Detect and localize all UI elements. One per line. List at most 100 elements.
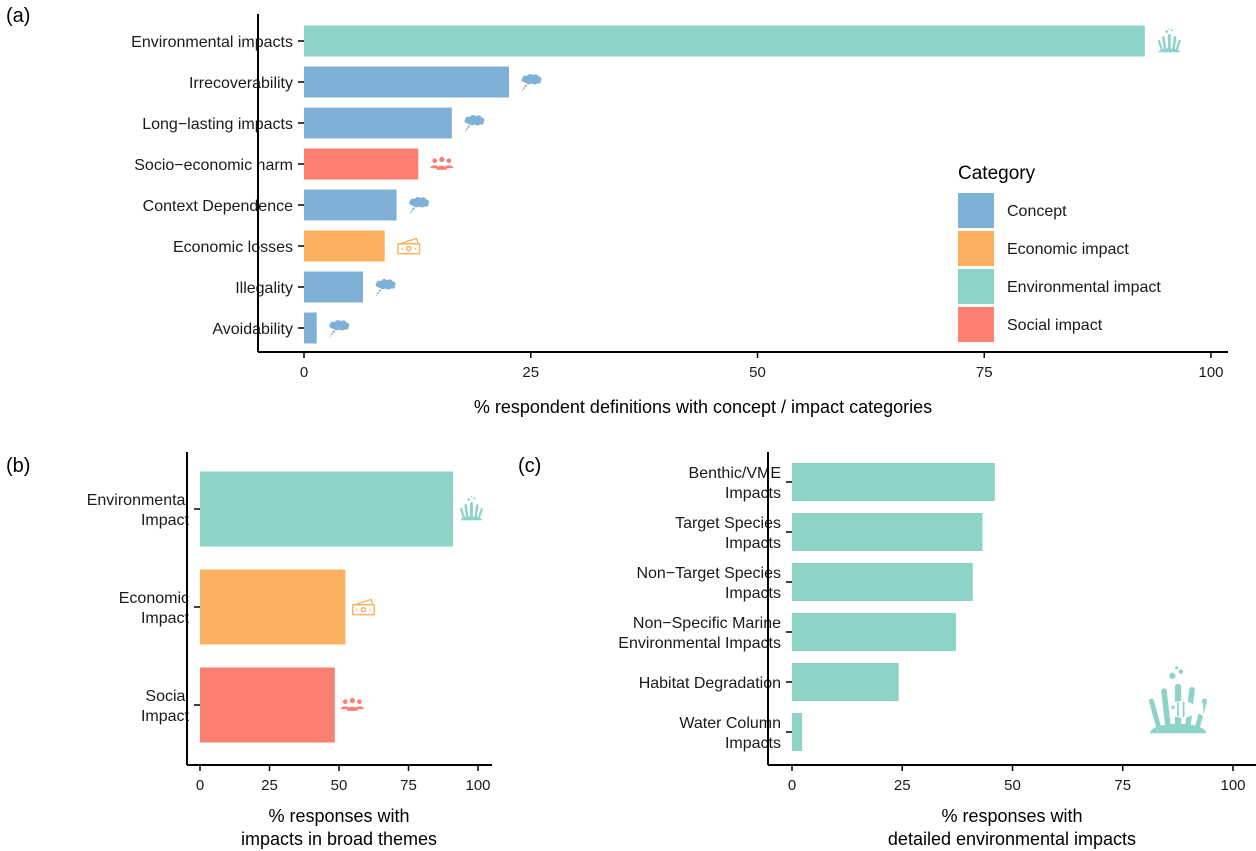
legend-key-1 [958, 193, 994, 228]
a-bar-6 [304, 230, 385, 262]
c-bar-5 [792, 663, 899, 701]
c-x-tick-label: 75 [1114, 777, 1131, 794]
a-category-label: Long−lasting impacts [142, 116, 293, 133]
c-category-label: Non−Target Species [636, 565, 781, 582]
panel-label-b: (b) [6, 455, 30, 477]
a-category-label: Avoidability [212, 321, 293, 338]
a-category-label: Environmental impacts [131, 34, 293, 51]
panel-a-category-labels: Environmental impacts Irrecoverability Lon… [131, 34, 293, 338]
c-category-label: Impacts [725, 585, 781, 602]
b-category-label: Impact [141, 512, 190, 529]
panel-b-x-ticks: 0 25 50 75 100 [194, 508, 491, 794]
a-x-tick-label: 0 [300, 364, 308, 381]
panel-b-chart: Environmental Impact Economic Impact Social I… [87, 452, 492, 849]
panel-c-category-labels: Benthic/VME Impacts Target Species Impacts N… [618, 465, 781, 752]
c-category-label: Impacts [725, 735, 781, 752]
c-x-tick-label: 100 [1220, 777, 1245, 794]
panel-c-x-ticks: 0 25 50 75 100 [786, 481, 1246, 794]
legend-key-4 [958, 307, 994, 342]
b-x-tick-label: 0 [196, 777, 204, 794]
c-x-tick-label: 0 [788, 777, 796, 794]
panel-b-x-axis-title-line-2: impacts in broad themes [241, 829, 437, 849]
thought-cloud-icon [464, 114, 485, 132]
a-category-label: Irrecoverability [189, 75, 293, 92]
c-category-label: Non−Specific Marine [633, 615, 781, 632]
legend-key-2 [958, 231, 994, 266]
b-bar-2 [200, 569, 346, 645]
panel-b-bars [200, 471, 484, 743]
people-icon [430, 156, 454, 170]
b-category-label: Impact [141, 610, 190, 627]
panel-c-bars [792, 463, 995, 751]
money-icon [351, 598, 375, 616]
legend-title: Category [958, 163, 1036, 184]
panel-b-x-axis-title-line-1: % responses with [268, 806, 409, 826]
panel-label-c: (c) [518, 455, 541, 477]
legend-label-1: Concept [1007, 203, 1067, 220]
c-category-label: Water Column [679, 715, 781, 732]
coral-icon [459, 495, 484, 522]
panel-c-chart: Benthic/VME Impacts Target Species Impacts N… [618, 452, 1256, 849]
a-x-tick-label: 25 [522, 364, 539, 381]
c-bar-1 [792, 463, 995, 501]
c-x-tick-label: 25 [894, 777, 911, 794]
a-bar-5 [304, 189, 397, 221]
a-x-tick-label: 100 [1198, 364, 1223, 381]
b-x-tick-label: 25 [261, 777, 278, 794]
thought-cloud-icon [329, 319, 350, 337]
b-bar-3 [200, 667, 335, 743]
panel-c-x-axis-title-line-1: % responses with [941, 806, 1082, 826]
c-bar-3 [792, 563, 973, 601]
a-bar-2 [304, 66, 509, 98]
thought-cloud-icon [409, 196, 430, 214]
a-bar-3 [304, 107, 452, 139]
thought-cloud-icon [521, 73, 542, 91]
legend-key-3 [958, 269, 994, 304]
legend-label-3: Environmental impact [1007, 279, 1161, 296]
thought-cloud-icon [375, 278, 396, 296]
b-category-label: Impact [141, 708, 190, 725]
coral-icon [1157, 27, 1182, 54]
c-category-label: Habitat Degradation [639, 675, 781, 692]
panel-b-category-labels: Environmental Impact Economic Impact Social I… [87, 492, 190, 725]
b-x-tick-label: 50 [331, 777, 348, 794]
b-category-label: Environmental [87, 492, 189, 509]
a-bar-4 [304, 148, 419, 180]
b-category-label: Social [145, 688, 189, 705]
panel-c-x-axis-title-line-2: detailed environmental impacts [888, 829, 1136, 849]
people-icon [340, 697, 364, 711]
b-bar-1 [200, 471, 453, 547]
panel-a-x-ticks: 0 25 50 75 100 [298, 40, 1224, 381]
panel-label-a: (a) [6, 5, 30, 27]
legend: Category Concept Economic impact Environme… [958, 163, 1161, 342]
a-bar-7 [304, 271, 363, 303]
a-bar-1 [304, 25, 1145, 57]
money-icon [397, 237, 421, 255]
c-category-label: Benthic/VME [689, 465, 781, 482]
b-x-tick-label: 75 [400, 777, 417, 794]
c-category-label: Target Species [675, 515, 781, 532]
a-x-tick-label: 50 [749, 364, 766, 381]
legend-label-2: Economic impact [1007, 241, 1129, 258]
a-category-label: Socio−economic harm [134, 157, 293, 174]
c-category-label: Impacts [725, 535, 781, 552]
a-category-label: Economic losses [173, 239, 293, 256]
panel-a-x-axis-title: % respondent definitions with concept / … [474, 397, 932, 417]
c-bar-4 [792, 613, 957, 651]
a-bar-8 [304, 312, 317, 344]
a-category-label: Illegality [235, 280, 293, 297]
coral-fish-icon [1150, 666, 1206, 733]
a-x-tick-label: 75 [976, 364, 993, 381]
c-category-label: Environmental Impacts [618, 635, 781, 652]
b-category-label: Economic [119, 590, 189, 607]
panel-a-chart: Environmental impacts Irrecoverability Lon… [131, 14, 1228, 417]
legend-label-4: Social impact [1007, 317, 1103, 334]
c-x-tick-label: 50 [1004, 777, 1021, 794]
c-category-label: Impacts [725, 485, 781, 502]
a-category-label: Context Dependence [143, 198, 293, 215]
b-x-tick-label: 100 [465, 777, 490, 794]
c-bar-2 [792, 513, 983, 551]
panel-a-bars [304, 25, 1182, 344]
c-bar-6 [792, 713, 803, 751]
